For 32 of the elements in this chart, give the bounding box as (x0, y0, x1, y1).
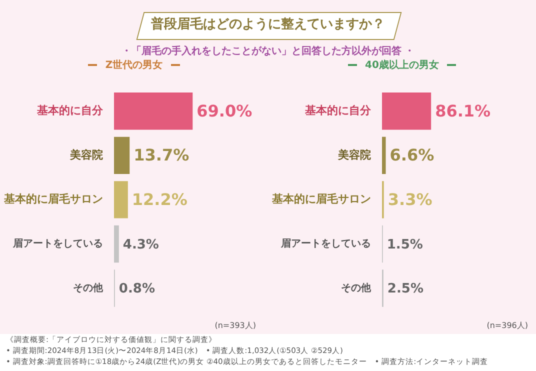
y-tick-label: 基本的に眉毛サロン (3, 192, 103, 206)
text: ・「眉毛の手入れをしたことがない」と回答した方以外が回答 ・ (120, 44, 416, 58)
y-tick-label: 基本的に自分 (36, 104, 104, 117)
y-tick-label: 眉アートをしている (280, 238, 371, 250)
y-tick-label: 基本的に自分 (304, 104, 372, 117)
data-label: 6.6% (390, 146, 434, 165)
y-tick-label: 美容院 (69, 148, 103, 162)
data-label: 13.7% (134, 146, 190, 165)
bar (382, 92, 432, 130)
bar (382, 136, 386, 174)
data-label: 4.3% (122, 237, 159, 252)
text: (n=393人) (214, 320, 256, 331)
chart-title: 40歳以上の男女 (364, 58, 440, 73)
data-label: 1.5% (386, 237, 423, 252)
text: (n=396人) (486, 320, 528, 331)
bar (114, 136, 130, 174)
y-tick-label: 基本的に眉毛サロン (271, 192, 371, 206)
data-label: 69.0% (196, 101, 252, 120)
chart-title: Z世代の男女 (104, 58, 164, 73)
bar (114, 181, 128, 218)
y-tick-label: その他 (73, 282, 104, 294)
data-label: 3.3% (388, 190, 432, 209)
data-label: 86.1% (435, 101, 491, 120)
y-tick-label: 眉アートをしている (12, 238, 103, 250)
y-tick-label: 美容院 (337, 148, 371, 162)
data-label: 0.8% (118, 282, 155, 297)
bar (114, 92, 193, 130)
text: 普段眉毛はどのように整えていますか？ (150, 16, 386, 34)
data-label: 2.5% (387, 282, 424, 297)
bar (114, 225, 119, 263)
data-label: 12.2% (132, 190, 188, 209)
y-tick-label: その他 (341, 282, 372, 294)
